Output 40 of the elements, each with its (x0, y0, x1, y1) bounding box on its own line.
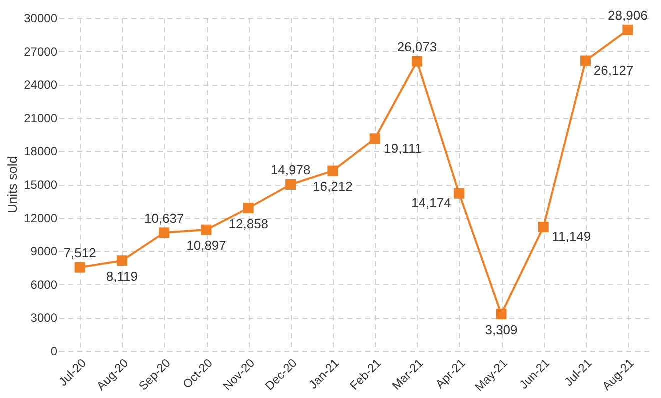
point (159, 228, 170, 238)
y-tick-label: 3000 (30, 311, 58, 326)
data-label: 28,906 (608, 8, 648, 24)
point (243, 203, 254, 214)
y-tick-label: 21000 (24, 111, 58, 126)
data-label: 7,512 (64, 246, 96, 261)
point (580, 56, 592, 66)
data-label: 16,212 (313, 179, 353, 194)
data-label: 3,309 (485, 322, 518, 338)
y-tick-label: 24000 (24, 78, 58, 92)
data-label: 10,637 (144, 210, 184, 226)
point (412, 56, 422, 67)
data-label: 10,897 (186, 238, 226, 254)
y-axis-title: Units sold (5, 156, 20, 214)
data-label: 26,073 (397, 40, 438, 55)
point (622, 24, 634, 36)
data-label: 14,978 (270, 162, 311, 178)
data-label: 8,119 (106, 268, 138, 284)
point (538, 222, 549, 232)
point (286, 180, 296, 190)
point (201, 224, 212, 236)
y-tick-label: 6000 (30, 278, 58, 292)
data-label: 11,149 (552, 229, 592, 244)
point (454, 188, 465, 199)
y-tick-label: 9000 (30, 244, 58, 259)
y-tick-label: 27000 (24, 44, 58, 59)
point (74, 262, 86, 273)
point (328, 166, 338, 176)
data-label: 14,174 (411, 196, 452, 211)
y-tick-label: 18000 (24, 144, 58, 159)
y-tick-label: 0 (50, 344, 58, 358)
y-tick-label: 30000 (24, 12, 58, 26)
y-tick-label: 15000 (24, 178, 58, 192)
y-tick-label: 12000 (24, 211, 58, 226)
point (370, 134, 380, 144)
point (116, 256, 128, 266)
point (496, 309, 507, 320)
data-label: 26,127 (594, 62, 634, 78)
data-label: 12,858 (228, 216, 269, 232)
data-label: 19,111 (384, 140, 422, 156)
